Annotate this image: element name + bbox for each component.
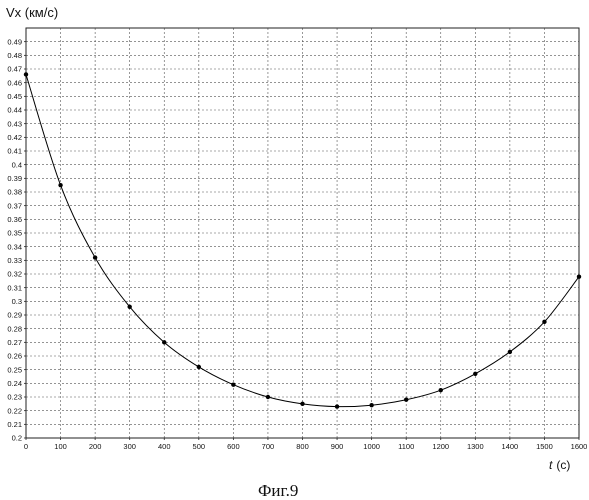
data-point [24,72,28,76]
y-tick-label: 0.33 [7,256,22,265]
y-tick-label: 0.42 [7,133,22,142]
y-tick-label: 0.44 [7,106,22,115]
grid [26,28,579,438]
data-point [300,402,304,406]
y-tick-label: 0.29 [7,311,22,320]
data-point [197,365,201,369]
y-tick-label: 0.48 [7,51,22,60]
x-tick-label: 400 [158,442,171,451]
y-tick-label: 0.35 [7,229,22,238]
data-point [369,403,373,407]
y-tick-label: 0.43 [7,119,22,128]
x-tick-label: 900 [331,442,344,451]
x-axis-title: t(с) [549,458,570,472]
x-tick-label: 500 [193,442,206,451]
data-point [404,398,408,402]
x-axis-title-unit: (с) [556,458,570,472]
y-tick-label: 0.46 [7,78,22,87]
y-tick-label: 0.37 [7,201,22,210]
x-tick-label: 600 [227,442,240,451]
y-tick-label: 0.31 [7,283,22,292]
y-tick-label: 0.32 [7,270,22,279]
data-point [58,183,62,187]
figure-caption: Фиг.9 [258,481,298,500]
y-tick-label: 0.36 [7,215,22,224]
x-tick-label: 700 [262,442,275,451]
y-tick-label: 0.4 [12,160,22,169]
x-tick-label: 100 [54,442,67,451]
y-tick-label: 0.2 [12,434,22,443]
data-point [231,383,235,387]
x-tick-label: 1100 [398,442,414,451]
x-tick-label: 1000 [363,442,380,451]
data-point [542,320,546,324]
y-tick-label: 0.23 [7,393,22,402]
y-tick-labels: 0.2 0.21 0.22 0.23 0.24 0.25 0.26 0.27 0.28 0.29 0… [7,37,26,442]
data-point [93,255,97,259]
y-tick-label: 0.21 [7,420,22,429]
y-axis-title: Vx (км/с) [6,5,58,20]
y-tick-label: 0.28 [7,324,22,333]
y-tick-label: 0.38 [7,188,22,197]
x-tick-label: 1600 [571,442,588,451]
data-point [439,388,443,392]
y-tick-label: 0.34 [7,242,22,251]
x-tick-label: 1500 [536,442,553,451]
x-tick-label: 200 [89,442,102,451]
data-point [266,395,270,399]
data-point [162,340,166,344]
x-tick-label: 1200 [432,442,449,451]
data-point [473,372,477,376]
x-tick-label: 1300 [467,442,484,451]
data-point [577,275,581,279]
y-tick-label: 0.45 [7,92,22,101]
y-tick-label: 0.39 [7,174,22,183]
y-tick-label: 0.27 [7,338,22,347]
y-tick-label: 0.22 [7,406,22,415]
x-tick-label: 0 [24,442,28,451]
x-axis-title-variable: t [549,458,553,472]
y-tick-label: 0.41 [7,147,22,156]
x-tick-label: 800 [296,442,309,451]
y-tick-label: 0.24 [7,379,22,388]
x-tick-label: 1400 [502,442,519,451]
y-tick-label: 0.26 [7,352,22,361]
x-tick-labels: 0 100 200 300 400 500 600 700 800 900 1000 1100 1200… [24,438,587,451]
data-point [335,404,339,408]
data-point [508,350,512,354]
y-tick-label: 0.47 [7,65,22,74]
y-tick-label: 0.3 [12,297,22,306]
data-point [127,305,131,309]
y-tick-label: 0.25 [7,365,22,374]
x-tick-label: 300 [123,442,136,451]
y-tick-label: 0.49 [7,37,22,46]
